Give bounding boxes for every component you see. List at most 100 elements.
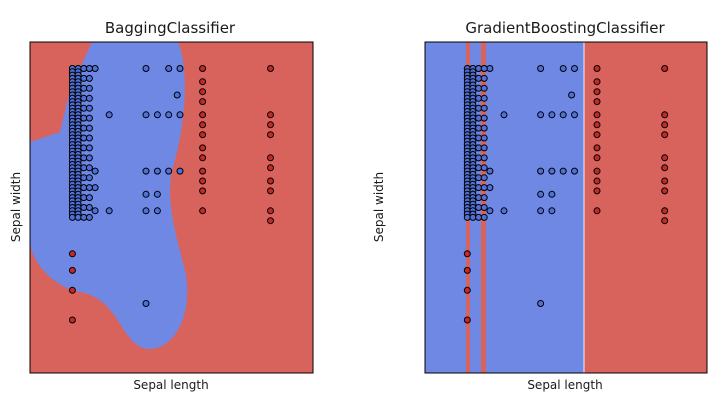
- data-point: [267, 65, 274, 72]
- data-point: [68, 266, 76, 274]
- data-point: [480, 104, 488, 112]
- data-point: [548, 111, 556, 119]
- data-point: [68, 316, 76, 324]
- data-point: [142, 111, 150, 119]
- data-point: [142, 65, 150, 72]
- data-point: [486, 207, 494, 215]
- data-point: [199, 177, 207, 185]
- data-point: [559, 167, 567, 175]
- data-point: [480, 174, 488, 182]
- data-point: [480, 94, 488, 102]
- data-point: [537, 190, 545, 198]
- data-point: [142, 190, 150, 198]
- data-point: [176, 65, 184, 72]
- data-point: [463, 213, 471, 221]
- data-point: [593, 177, 601, 185]
- data-point: [593, 131, 601, 139]
- data-point: [199, 111, 207, 119]
- y-axis-label: Sepal width: [372, 172, 386, 242]
- data-point: [571, 111, 578, 119]
- data-point: [661, 65, 669, 72]
- data-point: [199, 65, 207, 72]
- data-point: [463, 316, 471, 324]
- data-point: [593, 187, 601, 195]
- data-point: [153, 167, 161, 175]
- decision-region-class0: [584, 42, 707, 373]
- data-point: [68, 250, 76, 258]
- data-point: [593, 98, 601, 106]
- data-point: [593, 121, 601, 129]
- data-point: [176, 167, 184, 175]
- data-point: [267, 177, 274, 185]
- data-point: [85, 74, 93, 82]
- data-point: [85, 144, 93, 152]
- data-point: [548, 190, 556, 198]
- gradient-boosting-chart-svg: GradientBoostingClassifier Sepal length …: [372, 19, 708, 392]
- data-point: [85, 164, 93, 172]
- data-point: [593, 111, 601, 119]
- data-point: [537, 167, 545, 175]
- data-point: [91, 184, 99, 192]
- data-point: [165, 65, 173, 72]
- data-point: [85, 204, 93, 211]
- data-point: [486, 184, 494, 192]
- axes-frame: [424, 41, 708, 374]
- data-point: [267, 217, 274, 225]
- data-point: [199, 78, 207, 86]
- data-point: [480, 194, 488, 202]
- data-point: [661, 131, 669, 139]
- bagging-chart-svg: BaggingClassifier Sepal length Sepal wid…: [9, 19, 314, 392]
- data-point: [68, 286, 76, 294]
- data-point: [199, 98, 207, 106]
- data-point: [559, 111, 567, 119]
- data-point: [548, 207, 556, 215]
- data-point: [571, 65, 578, 72]
- plot-area: [29, 41, 314, 374]
- data-point: [267, 207, 274, 215]
- data-point: [85, 174, 93, 182]
- data-point: [500, 111, 508, 119]
- data-point: [559, 65, 567, 72]
- data-point: [153, 190, 161, 198]
- data-point: [661, 111, 669, 119]
- data-point: [480, 84, 488, 92]
- data-point: [593, 154, 601, 162]
- data-point: [537, 207, 545, 215]
- chart-bagging: BaggingClassifier Sepal length Sepal wid…: [0, 0, 363, 411]
- data-point: [661, 217, 669, 225]
- data-point: [199, 121, 207, 129]
- data-point: [593, 78, 601, 86]
- data-point: [199, 88, 207, 96]
- data-point: [199, 167, 207, 175]
- data-point: [85, 184, 93, 192]
- data-point: [480, 114, 488, 122]
- data-point: [480, 213, 488, 221]
- data-point: [85, 84, 93, 92]
- data-point: [85, 94, 93, 102]
- data-point: [661, 121, 669, 129]
- data-point: [486, 65, 494, 72]
- chart-gradient-boosting: GradientBoostingClassifier Sepal length …: [363, 0, 726, 411]
- data-point: [480, 144, 488, 152]
- chart-title: BaggingClassifier: [105, 19, 236, 37]
- data-point: [661, 164, 669, 172]
- data-point: [593, 65, 601, 72]
- data-point: [480, 164, 488, 172]
- data-point: [199, 144, 207, 152]
- x-axis-label: Sepal length: [133, 378, 208, 392]
- data-point: [568, 91, 576, 99]
- data-point: [142, 207, 150, 215]
- data-point: [548, 167, 556, 175]
- data-point: [85, 134, 93, 142]
- data-point: [661, 207, 669, 215]
- chart-title: GradientBoostingClassifier: [465, 19, 665, 37]
- points-layer: [463, 65, 669, 324]
- data-point: [267, 121, 274, 129]
- data-point: [480, 124, 488, 132]
- data-point: [480, 65, 488, 72]
- data-point: [199, 154, 207, 162]
- data-point: [593, 88, 601, 96]
- data-point: [571, 167, 578, 175]
- data-point: [85, 65, 93, 72]
- data-point: [480, 184, 488, 192]
